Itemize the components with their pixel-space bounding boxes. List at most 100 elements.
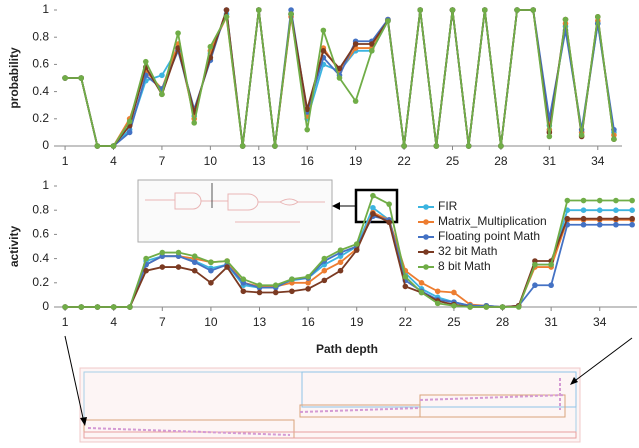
x-tick-label: 7: [159, 154, 166, 168]
data-point: [160, 264, 166, 270]
x-tick-label: 22: [397, 154, 411, 168]
data-point: [385, 18, 391, 24]
data-point: [401, 143, 407, 149]
data-point: [62, 304, 68, 310]
data-point: [192, 253, 198, 259]
data-point: [289, 288, 295, 294]
data-point: [613, 216, 619, 222]
data-point: [273, 290, 279, 296]
data-point: [321, 28, 327, 34]
data-point: [597, 198, 603, 204]
data-point: [369, 48, 375, 54]
data-point: [581, 207, 587, 213]
y-tick-label: 0: [42, 299, 49, 313]
data-point: [595, 14, 601, 20]
data-point: [581, 222, 587, 228]
data-point: [613, 207, 619, 213]
data-point: [111, 143, 117, 149]
data-point: [613, 198, 619, 204]
data-point: [224, 258, 230, 264]
y-tick-label: 1: [42, 178, 49, 192]
data-point: [611, 136, 617, 142]
data-point: [516, 304, 522, 310]
x-tick-label: 13: [253, 315, 267, 329]
legend-label: 8 bit Math: [438, 259, 491, 273]
data-point: [224, 7, 230, 13]
legend-marker: [423, 219, 429, 225]
y-tick-label: 0.4: [32, 251, 49, 265]
x-tick-label: 4: [110, 315, 117, 329]
data-point: [597, 216, 603, 222]
data-point: [629, 216, 635, 222]
data-point: [191, 120, 197, 126]
data-point: [208, 268, 214, 274]
data-point: [435, 301, 441, 307]
data-point: [192, 268, 198, 274]
legend-marker: [423, 249, 429, 255]
data-point: [565, 198, 571, 204]
data-point: [451, 303, 457, 309]
page: 00.20.40.60.81147101316192225283134proba…: [0, 0, 639, 448]
data-point: [548, 262, 554, 268]
x-tick-label: 25: [447, 315, 461, 329]
data-point: [95, 143, 101, 149]
data-point: [176, 264, 182, 270]
data-point: [208, 44, 214, 50]
data-point: [434, 143, 440, 149]
data-point: [272, 143, 278, 149]
data-point: [111, 304, 117, 310]
data-point: [466, 143, 472, 149]
data-point: [208, 280, 214, 286]
data-point: [581, 198, 587, 204]
data-point: [482, 7, 488, 13]
data-point: [143, 59, 149, 65]
x-tick-label: 1: [62, 154, 69, 168]
data-point: [629, 222, 635, 228]
data-point: [514, 7, 520, 13]
data-point: [241, 288, 247, 294]
x-tick-label: 7: [159, 315, 166, 329]
legend-label: FIR: [438, 199, 458, 213]
data-point: [257, 290, 263, 296]
x-tick-label: 1: [62, 315, 69, 329]
y-tick-label: 0.6: [32, 57, 49, 71]
y-tick-label: 0.2: [32, 275, 49, 289]
data-point: [338, 268, 344, 274]
data-point: [629, 207, 635, 213]
data-point: [224, 14, 230, 20]
data-point: [159, 92, 165, 98]
data-point: [530, 7, 536, 13]
data-point: [321, 48, 327, 54]
data-point: [175, 30, 181, 36]
data-point: [127, 304, 133, 310]
data-point: [127, 119, 133, 125]
data-point: [143, 268, 149, 274]
data-point: [419, 280, 425, 286]
data-point: [353, 98, 359, 104]
data-point: [403, 274, 409, 280]
data-point: [322, 256, 328, 262]
data-point: [305, 280, 311, 286]
data-point: [143, 256, 149, 262]
x-tick-label: 4: [110, 154, 117, 168]
data-point: [417, 7, 423, 13]
x-tick-label: 13: [252, 154, 266, 168]
data-point: [95, 304, 101, 310]
data-point: [322, 268, 328, 274]
floorplan-inset: [80, 368, 580, 442]
data-point: [338, 259, 344, 265]
y-tick-label: 0.8: [32, 202, 49, 216]
data-point: [581, 216, 587, 222]
y-tick-label: 0.6: [32, 227, 49, 241]
data-point: [240, 143, 246, 149]
y-axis-label: probability: [7, 47, 21, 109]
data-point: [370, 211, 376, 217]
x-tick-label: 25: [446, 154, 460, 168]
x-tick-label: 28: [496, 315, 510, 329]
data-point: [288, 11, 294, 17]
legend-marker: [423, 204, 429, 210]
x-tick-label: 19: [350, 315, 364, 329]
y-tick-label: 0.2: [32, 111, 49, 125]
data-point: [613, 222, 619, 228]
data-point: [305, 286, 311, 292]
